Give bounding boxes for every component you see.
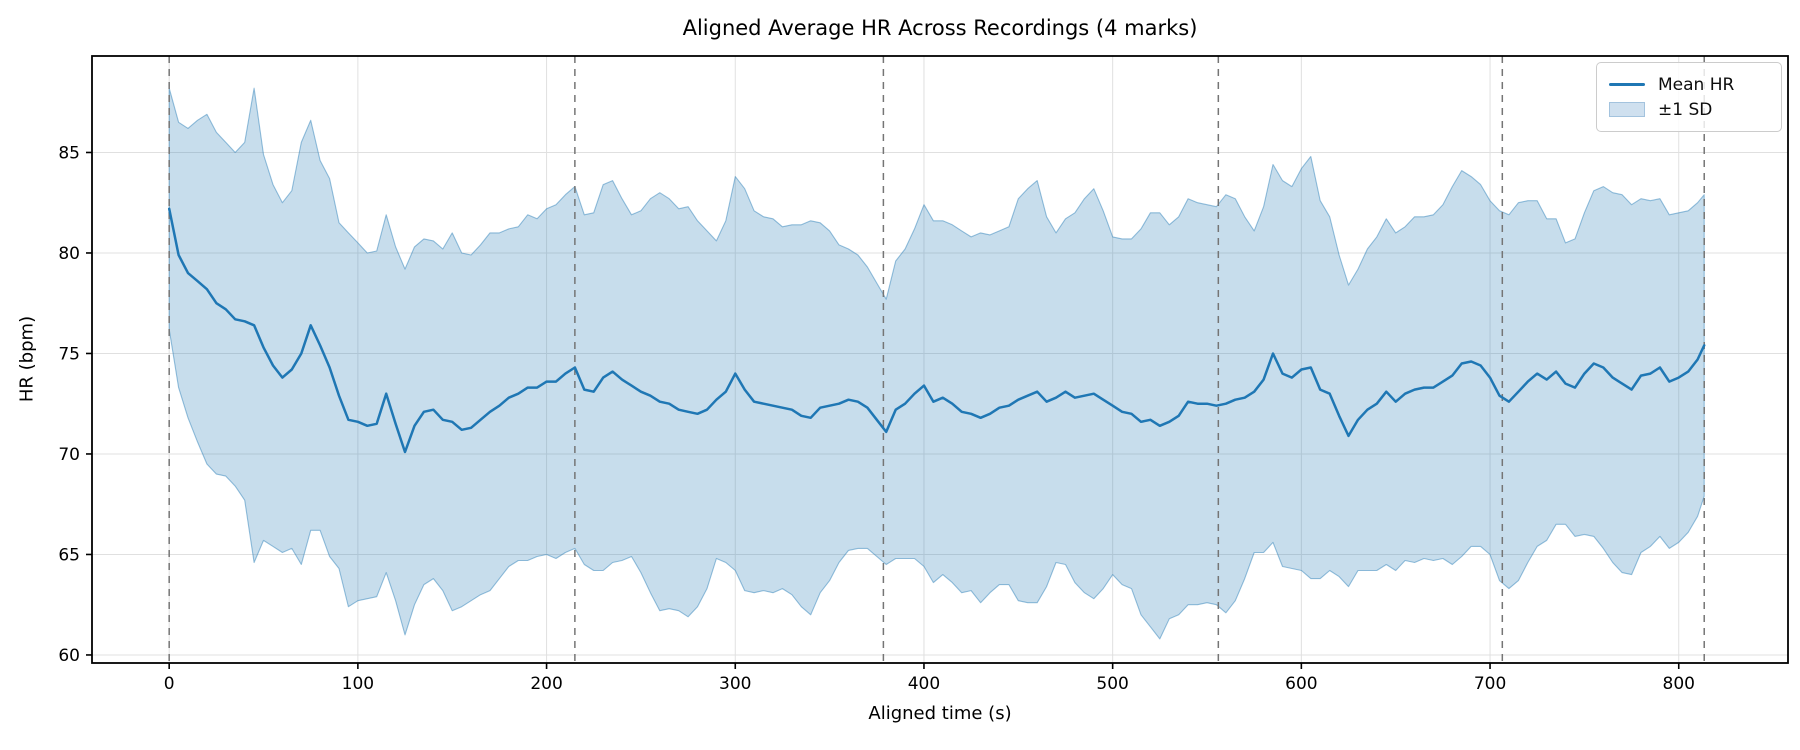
x-tick-label: 800 xyxy=(1663,674,1695,694)
chart-title: Aligned Average HR Across Recordings (4 … xyxy=(682,16,1198,40)
x-tick-label: 300 xyxy=(719,674,751,694)
y-tick-label: 65 xyxy=(58,545,80,565)
x-tick-label: 600 xyxy=(1285,674,1317,694)
x-tick-label: 200 xyxy=(530,674,562,694)
sd-band-swatch-icon xyxy=(1609,102,1645,117)
y-tick-label: 60 xyxy=(58,646,80,666)
legend-label-sd-band: ±1 SD xyxy=(1658,99,1713,120)
mark-lines xyxy=(168,56,1705,663)
y-tick-label: 85 xyxy=(58,143,80,163)
y-tick-label: 75 xyxy=(58,344,80,364)
y-tick-label: 70 xyxy=(58,445,80,465)
mean-hr-polyline xyxy=(167,207,1706,454)
mean-hr-line-swatch-icon xyxy=(1609,83,1645,86)
sd-band xyxy=(168,87,1705,640)
x-axis-label: Aligned time (s) xyxy=(868,703,1012,724)
axes-spines xyxy=(91,55,1789,664)
x-tick-label: 0 xyxy=(164,674,175,694)
legend-row-sd-band: ±1 SD xyxy=(1609,97,1769,122)
mean-hr-line xyxy=(167,207,1706,454)
axis-ticks: 0 100 200 300 400 500 600 700 800 60 65 70 75 80 85 xyxy=(58,143,1695,694)
x-tick-label: 500 xyxy=(1096,674,1128,694)
plot-border xyxy=(91,55,1789,664)
grid-lines xyxy=(92,56,1788,663)
y-tick-label: 80 xyxy=(58,244,80,264)
x-tick-label: 700 xyxy=(1474,674,1506,694)
x-tick-label: 100 xyxy=(342,674,374,694)
x-tick-label: 400 xyxy=(908,674,940,694)
legend-row-mean-hr: Mean HR xyxy=(1609,72,1769,97)
sd-band-area xyxy=(168,87,1705,640)
legend-label-mean-hr: Mean HR xyxy=(1658,74,1735,95)
legend: Mean HR ±1 SD xyxy=(1596,62,1782,132)
y-axis-label: HR (bpm) xyxy=(16,315,38,403)
